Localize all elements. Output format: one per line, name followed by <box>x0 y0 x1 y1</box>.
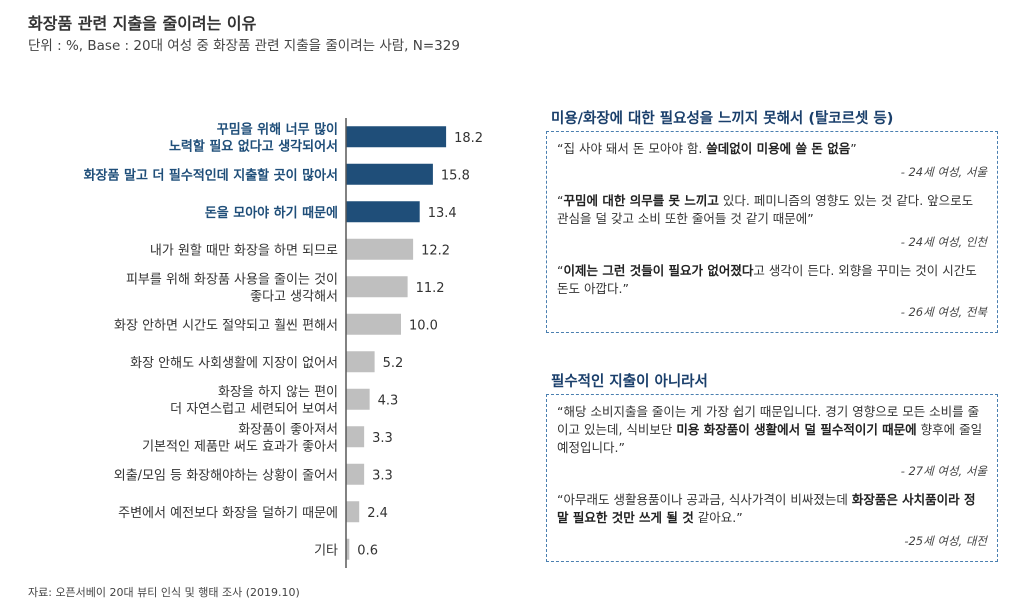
category-label: 외출/모임 등 화장해야하는 상황이 줄어서 <box>114 468 338 483</box>
category-label: 꾸밈을 위해 너무 많이 <box>217 121 338 137</box>
data-label: 15.8 <box>441 168 470 183</box>
data-label: 2.4 <box>367 506 388 521</box>
bar <box>346 313 401 335</box>
quote-text: “해당 소비지출을 줄이는 게 가장 쉽기 때문입니다. 경기 영향으로 모든 … <box>557 404 983 455</box>
data-label: 11.2 <box>416 281 445 296</box>
category-label: 기타 <box>314 543 338 558</box>
category-label: 화장 안해도 사회생활에 지장이 없어서 <box>130 356 338 371</box>
quote-text: “집 사야 돼서 돈 모아야 함. 쓸데없이 미용에 쓸 돈 없음” <box>557 141 857 156</box>
data-label: 13.4 <box>428 206 457 221</box>
quote-item: “이제는 그런 것들이 필요가 없어졌다고 생각이 든다. 외향을 꾸미는 것이… <box>557 262 987 320</box>
quote-item: “해당 소비지출을 줄이는 게 가장 쉽기 때문입니다. 경기 영향으로 모든 … <box>557 403 987 479</box>
data-label: 5.2 <box>383 356 404 371</box>
section-title-not-essential: 필수적인 지출이 아니라서 <box>551 374 708 390</box>
data-label: 0.6 <box>357 543 378 558</box>
bar <box>346 126 447 148</box>
category-label: 화장품 말고 더 필수적인데 지출할 곳이 많아서 <box>84 167 338 183</box>
bar <box>346 276 408 298</box>
quote-item: “꾸밈에 대한 의무를 못 느끼고 있다. 페미니즘의 영향도 있는 것 같다.… <box>557 192 987 250</box>
quote-attribution: - 27세 여성, 서울 <box>900 464 987 478</box>
data-label: 3.3 <box>372 468 393 483</box>
data-label: 18.2 <box>454 131 483 146</box>
quote-item: “집 사야 돼서 돈 모아야 함. 쓸데없이 미용에 쓸 돈 없음” - 24세… <box>557 140 987 180</box>
category-label: 화장 안하면 시간도 절약되고 훨씬 편해서 <box>114 318 338 333</box>
data-label: 4.3 <box>378 393 399 408</box>
category-label: 돈을 모아야 하기 때문에 <box>205 205 338 221</box>
data-label: 10.0 <box>409 318 438 333</box>
category-label: 화장품이 좋아져서 <box>238 422 338 437</box>
bar <box>346 426 365 448</box>
category-label: 더 자연스럽고 세련되어 보여서 <box>170 402 338 417</box>
category-label: 기본적인 제품만 써도 효과가 좋아서 <box>142 439 338 454</box>
quote-text: “아무래도 생활용품이나 공과금, 식사가격이 비싸졌는데 화장품은 사치품이라… <box>557 492 976 525</box>
quote-text: “꾸밈에 대한 의무를 못 느끼고 있다. 페미니즘의 영향도 있는 것 같다.… <box>557 193 974 226</box>
bar <box>346 201 420 223</box>
quote-attribution: - 24세 여성, 인천 <box>900 235 987 249</box>
bar <box>346 163 433 185</box>
category-label: 주변에서 예전보다 화장을 덜하기 때문에 <box>118 506 338 521</box>
quote-attribution: - 24세 여성, 서울 <box>900 165 987 179</box>
quote-text: “이제는 그런 것들이 필요가 없어졌다고 생각이 든다. 외향을 꾸미는 것이… <box>557 263 977 296</box>
category-label: 노력할 필요 없다고 생각되어서 <box>169 138 338 154</box>
bar <box>346 238 414 260</box>
bar <box>346 501 360 523</box>
quote-box-not-essential: “해당 소비지출을 줄이는 게 가장 쉽기 때문입니다. 경기 영향으로 모든 … <box>546 394 998 562</box>
data-label: 12.2 <box>421 243 450 258</box>
data-label: 3.3 <box>372 431 393 446</box>
quote-item: “아무래도 생활용품이나 공과금, 식사가격이 비싸졌는데 화장품은 사치품이라… <box>557 491 987 549</box>
category-label: 내가 원할 때만 화장을 하면 되므로 <box>150 243 338 258</box>
bar <box>346 463 365 485</box>
bar <box>346 538 350 560</box>
source-note: 자료: 오픈서베이 20대 뷰티 인식 및 행태 조사 (2019.10) <box>28 586 300 599</box>
page-subtitle: 단위 : %, Base : 20대 여성 중 화장품 관련 지출을 줄이려는 … <box>28 38 460 54</box>
bar <box>346 388 370 410</box>
quote-box-no-need: “집 사야 돼서 돈 모아야 함. 쓸데없이 미용에 쓸 돈 없음” - 24세… <box>546 131 998 333</box>
quote-attribution: -25세 여성, 대전 <box>904 534 987 548</box>
page-title: 화장품 관련 지출을 줄이려는 이유 <box>28 14 257 33</box>
category-label: 피부를 위해 화장품 사용을 줄이는 것이 <box>126 272 338 287</box>
category-label: 화장을 하지 않는 편이 <box>218 385 338 400</box>
bar <box>346 351 375 373</box>
quote-attribution: - 26세 여성, 전북 <box>900 305 987 319</box>
section-title-no-need: 미용/화장에 대한 필요성을 느끼지 못해서 (탈코르셋 등) <box>551 111 894 127</box>
category-label: 좋다고 생각해서 <box>250 289 338 304</box>
